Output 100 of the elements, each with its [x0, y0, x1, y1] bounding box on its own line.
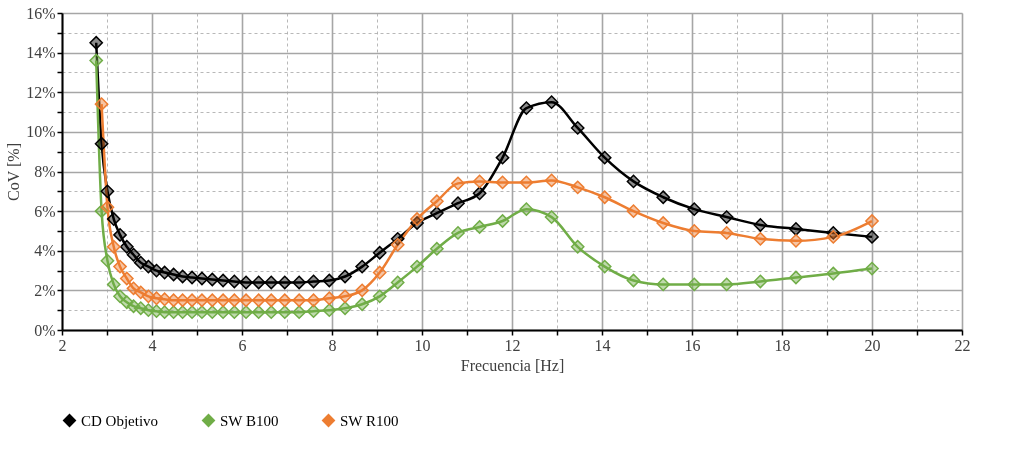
point	[216, 293, 230, 308]
x-tick-label: 22	[954, 336, 971, 354]
point	[216, 305, 230, 320]
point	[100, 200, 115, 215]
point	[355, 259, 370, 274]
point	[789, 222, 803, 236]
point	[826, 266, 841, 281]
point	[451, 176, 465, 191]
y-tick-label: 16%	[26, 4, 56, 22]
point	[338, 301, 352, 316]
point	[175, 293, 190, 308]
point	[113, 259, 127, 274]
point	[227, 274, 242, 289]
point	[656, 277, 671, 292]
point	[126, 247, 141, 262]
point	[322, 291, 337, 306]
point	[865, 230, 879, 244]
point	[429, 206, 444, 220]
point	[306, 304, 321, 319]
point	[719, 226, 734, 240]
point	[451, 226, 465, 240]
point	[292, 293, 307, 308]
point	[626, 174, 641, 189]
point	[429, 194, 444, 209]
point	[719, 277, 734, 292]
point	[495, 214, 510, 228]
point	[89, 35, 104, 50]
point	[544, 210, 559, 224]
point	[100, 253, 115, 268]
point	[205, 272, 220, 287]
point	[119, 271, 134, 286]
y-tick-label: 8%	[34, 163, 56, 180]
point	[372, 245, 387, 260]
point	[89, 53, 104, 68]
point	[544, 173, 559, 188]
point	[656, 216, 671, 230]
point	[277, 305, 292, 320]
point	[472, 174, 487, 189]
point	[94, 97, 109, 112]
point	[789, 270, 803, 285]
point	[306, 274, 321, 289]
point	[239, 305, 253, 320]
point	[157, 265, 172, 280]
point	[264, 275, 279, 290]
legend-label: CD Objetivo	[81, 412, 159, 429]
point	[264, 305, 279, 320]
point	[687, 277, 702, 292]
point	[626, 273, 641, 288]
point	[292, 305, 307, 320]
point	[100, 184, 115, 199]
point	[570, 180, 585, 195]
point	[789, 233, 803, 248]
point	[338, 289, 352, 304]
point	[753, 218, 768, 232]
point	[106, 277, 121, 292]
point	[227, 293, 242, 308]
point	[166, 267, 181, 282]
point	[126, 281, 141, 296]
y-tick-label: 2%	[34, 281, 56, 299]
point	[338, 269, 352, 284]
point	[292, 275, 307, 290]
point	[322, 303, 337, 318]
point	[719, 210, 734, 224]
point	[355, 297, 370, 312]
y-tick-label: 6%	[34, 202, 56, 220]
point	[227, 305, 242, 320]
point	[656, 190, 671, 205]
x-tick-label: 2	[58, 336, 67, 354]
point	[544, 95, 559, 110]
point	[865, 214, 879, 228]
point	[865, 261, 879, 276]
x-tick-label: 4	[148, 336, 157, 354]
point	[687, 224, 702, 238]
point	[451, 196, 465, 211]
point	[251, 293, 266, 308]
point	[429, 241, 444, 256]
x-axis-title: Frecuencia [Hz]	[460, 356, 565, 374]
y-tick-label: 4%	[34, 242, 56, 260]
point	[205, 293, 220, 308]
x-tick-label: 6	[238, 336, 247, 354]
x-tick-label: 14	[594, 336, 611, 354]
point	[570, 121, 585, 135]
point	[495, 175, 510, 190]
point	[519, 175, 534, 190]
point	[355, 283, 370, 298]
point	[264, 293, 279, 308]
point	[113, 228, 127, 242]
point	[519, 202, 534, 217]
x-tick-label: 16	[684, 336, 701, 354]
point	[826, 230, 841, 244]
y-tick-label: 12%	[26, 83, 56, 101]
point	[753, 231, 768, 246]
point	[239, 293, 253, 308]
point	[390, 275, 405, 290]
point	[495, 150, 510, 165]
point	[410, 259, 424, 274]
point	[106, 239, 121, 254]
point	[472, 186, 487, 201]
point	[119, 239, 134, 254]
x-tick-label: 12	[504, 336, 521, 354]
